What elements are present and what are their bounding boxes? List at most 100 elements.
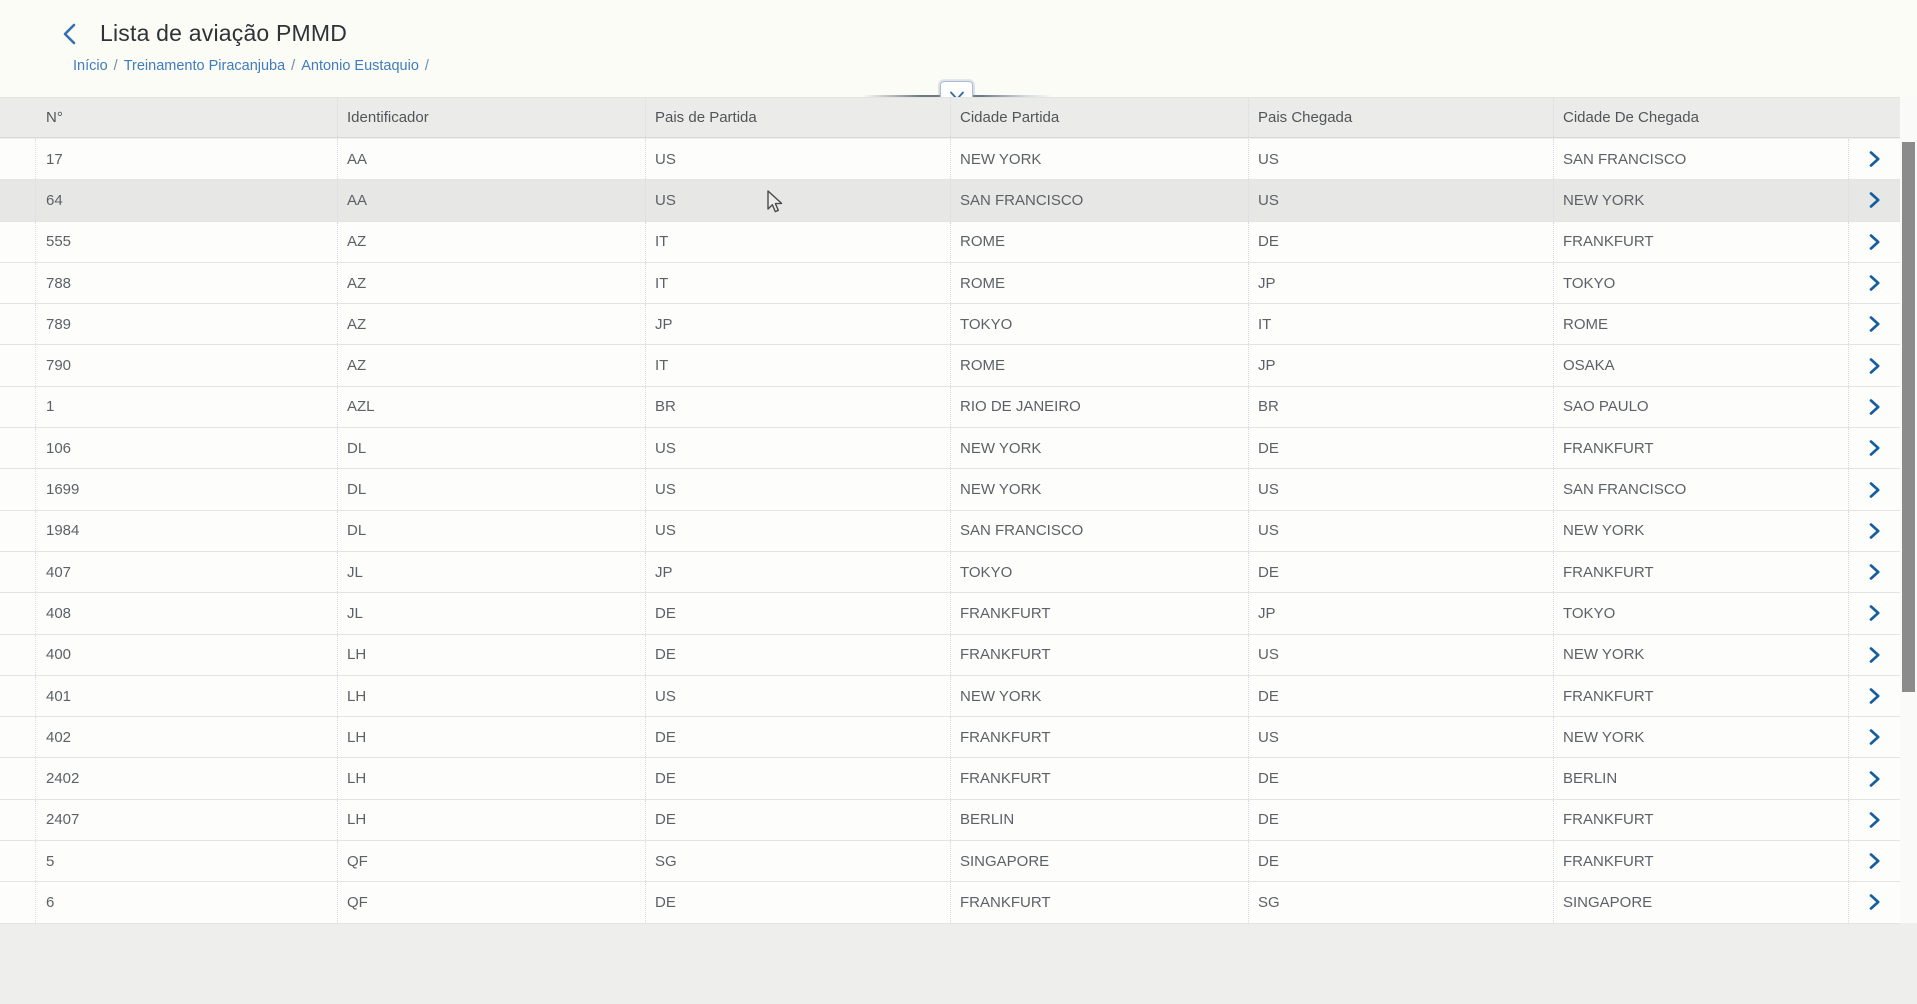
chevron-right-icon — [1869, 440, 1880, 457]
table-row[interactable]: 555 AZ IT ROME DE FRANKFURT — [0, 221, 1900, 263]
cell-numero: 408 — [46, 604, 72, 622]
cell-identificador: LH — [337, 799, 645, 841]
cell-cidade-chegada: SAN FRANCISCO — [1553, 469, 1848, 510]
breadcrumb-link-treinamento[interactable]: Treinamento Piracanjuba — [123, 58, 286, 74]
cell-pais-partida: IT — [645, 221, 950, 262]
cell-pais-chegada: DE — [1248, 221, 1553, 262]
cell-identificador: AA — [337, 180, 645, 221]
breadcrumb-separator: / — [113, 58, 118, 74]
cell-identificador: AZL — [337, 386, 645, 428]
chevron-right-icon — [1869, 605, 1880, 622]
cell-cidade-partida: SINGAPORE — [950, 841, 1248, 882]
table-row[interactable]: 106 DL US NEW YORK DE FRANKFURT — [0, 428, 1900, 470]
chevron-right-icon — [1869, 729, 1880, 746]
cell-identificador: DL — [337, 428, 645, 469]
chevron-right-icon — [1869, 646, 1880, 663]
cell-cidade-partida: RIO DE JANEIRO — [950, 386, 1248, 428]
cell-pais-chegada: US — [1248, 717, 1553, 758]
cell-pais-chegada: DE — [1248, 799, 1553, 841]
cell-identificador: AZ — [337, 304, 645, 345]
table-row[interactable]: 407 JL JP TOKYO DE FRANKFURT — [0, 551, 1900, 594]
cell-numero: 790 — [46, 357, 72, 375]
row-navigation-chevron — [1848, 428, 1900, 469]
table-row[interactable]: 408 JL DE FRANKFURT JP TOKYO — [0, 593, 1900, 635]
row-navigation-chevron — [1848, 717, 1900, 758]
chevron-right-icon — [1869, 399, 1880, 415]
row-navigation-chevron — [1848, 675, 1900, 717]
cell-cidade-partida: NEW YORK — [950, 139, 1248, 180]
cell-cidade-chegada: NEW YORK — [1553, 180, 1848, 221]
row-navigation-chevron — [1848, 841, 1900, 882]
table-row[interactable]: 1 AZL BR RIO DE JANEIRO BR SAO PAULO — [0, 386, 1900, 429]
table-row[interactable]: 64 AA US SAN FRANCISCO US NEW YORK — [0, 180, 1900, 222]
row-navigation-chevron — [1848, 345, 1900, 386]
cell-cidade-partida: FRANKFURT — [950, 593, 1248, 634]
back-button[interactable] — [60, 22, 78, 46]
cell-identificador: JL — [337, 593, 645, 634]
row-navigation-chevron — [1848, 593, 1900, 634]
cell-pais-chegada: DE — [1248, 841, 1553, 882]
cell-pais-chegada: JP — [1248, 593, 1553, 634]
column-header-cidade-chegada: Cidade De Chegada — [1553, 98, 1848, 137]
cell-identificador: DL — [337, 510, 645, 551]
cell-pais-chegada: SG — [1248, 882, 1553, 923]
cell-numero: 2407 — [46, 811, 80, 829]
cell-cidade-partida: FRANKFURT — [950, 717, 1248, 758]
cell-pais-chegada: BR — [1248, 386, 1553, 428]
table-row[interactable]: 6 QF DE FRANKFURT SG SINGAPORE — [0, 882, 1900, 924]
table-row[interactable]: 5 QF SG SINGAPORE DE FRANKFURT — [0, 841, 1900, 883]
cell-pais-partida: DE — [645, 882, 950, 923]
chevron-right-icon — [1869, 894, 1880, 911]
cell-cidade-chegada: FRANKFURT — [1553, 675, 1848, 717]
table-row[interactable]: 2402 LH DE FRANKFURT DE BERLIN — [0, 758, 1900, 800]
cell-identificador: LH — [337, 717, 645, 758]
cell-numero: 1 — [46, 398, 55, 416]
cell-pais-chegada: DE — [1248, 428, 1553, 469]
cell-numero: 1984 — [46, 522, 80, 540]
vertical-scrollbar[interactable] — [1900, 97, 1917, 923]
cell-cidade-partida: ROME — [950, 221, 1248, 262]
chevron-right-icon — [1869, 564, 1880, 580]
table-row[interactable]: 789 AZ JP TOKYO IT ROME — [0, 304, 1900, 346]
breadcrumb-link-antonio[interactable]: Antonio Eustaquio — [301, 58, 419, 74]
cell-cidade-partida: BERLIN — [950, 799, 1248, 841]
page-title: Lista de aviação PMMD — [100, 20, 348, 46]
cell-cidade-chegada: BERLIN — [1553, 758, 1848, 799]
cell-numero: 6 — [46, 893, 55, 911]
breadcrumb: Início / Treinamento Piracanjuba / Anton… — [73, 58, 429, 74]
cell-pais-partida: JP — [645, 304, 950, 345]
table-row[interactable]: 1984 DL US SAN FRANCISCO US NEW YORK — [0, 510, 1900, 552]
cell-pais-partida: DE — [645, 758, 950, 799]
cell-numero: 5 — [46, 852, 55, 870]
cell-identificador: QF — [337, 882, 645, 923]
column-header-pais-chegada: Pais Chegada — [1248, 98, 1553, 137]
cell-pais-chegada: IT — [1248, 304, 1553, 345]
cell-numero: 1699 — [46, 481, 80, 499]
table-row[interactable]: 790 AZ IT ROME JP OSAKA — [0, 345, 1900, 387]
cell-numero: 555 — [46, 233, 72, 251]
cell-cidade-partida: NEW YORK — [950, 675, 1248, 717]
cell-identificador: QF — [337, 841, 645, 882]
table-row[interactable]: 17 AA US NEW YORK US SAN FRANCISCO — [0, 139, 1900, 181]
cell-pais-partida: US — [645, 428, 950, 469]
chevron-right-icon — [1869, 275, 1880, 291]
table-row[interactable]: 402 LH DE FRANKFURT US NEW YORK — [0, 717, 1900, 759]
breadcrumb-link-inicio[interactable]: Início — [73, 58, 108, 74]
cell-cidade-chegada: NEW YORK — [1553, 510, 1848, 551]
table-row[interactable]: 788 AZ IT ROME JP TOKYO — [0, 262, 1900, 305]
breadcrumb-separator: / — [424, 58, 429, 74]
table-row[interactable]: 2407 LH DE BERLIN DE FRANKFURT — [0, 799, 1900, 842]
chevron-right-icon — [1869, 688, 1880, 704]
table-row[interactable]: 1699 DL US NEW YORK US SAN FRANCISCO — [0, 469, 1900, 511]
column-header-identificador: Identificador — [337, 98, 645, 137]
cell-identificador: AZ — [337, 262, 645, 304]
row-navigation-chevron — [1848, 180, 1900, 221]
scrollbar-thumb[interactable] — [1902, 142, 1915, 692]
table-row[interactable]: 400 LH DE FRANKFURT US NEW YORK — [0, 634, 1900, 676]
cell-pais-chegada: US — [1248, 469, 1553, 510]
cell-cidade-partida: SAN FRANCISCO — [950, 180, 1248, 221]
row-navigation-chevron — [1848, 510, 1900, 551]
breadcrumb-separator: / — [291, 58, 296, 74]
cell-pais-chegada: US — [1248, 180, 1553, 221]
table-row[interactable]: 401 LH US NEW YORK DE FRANKFURT — [0, 675, 1900, 718]
